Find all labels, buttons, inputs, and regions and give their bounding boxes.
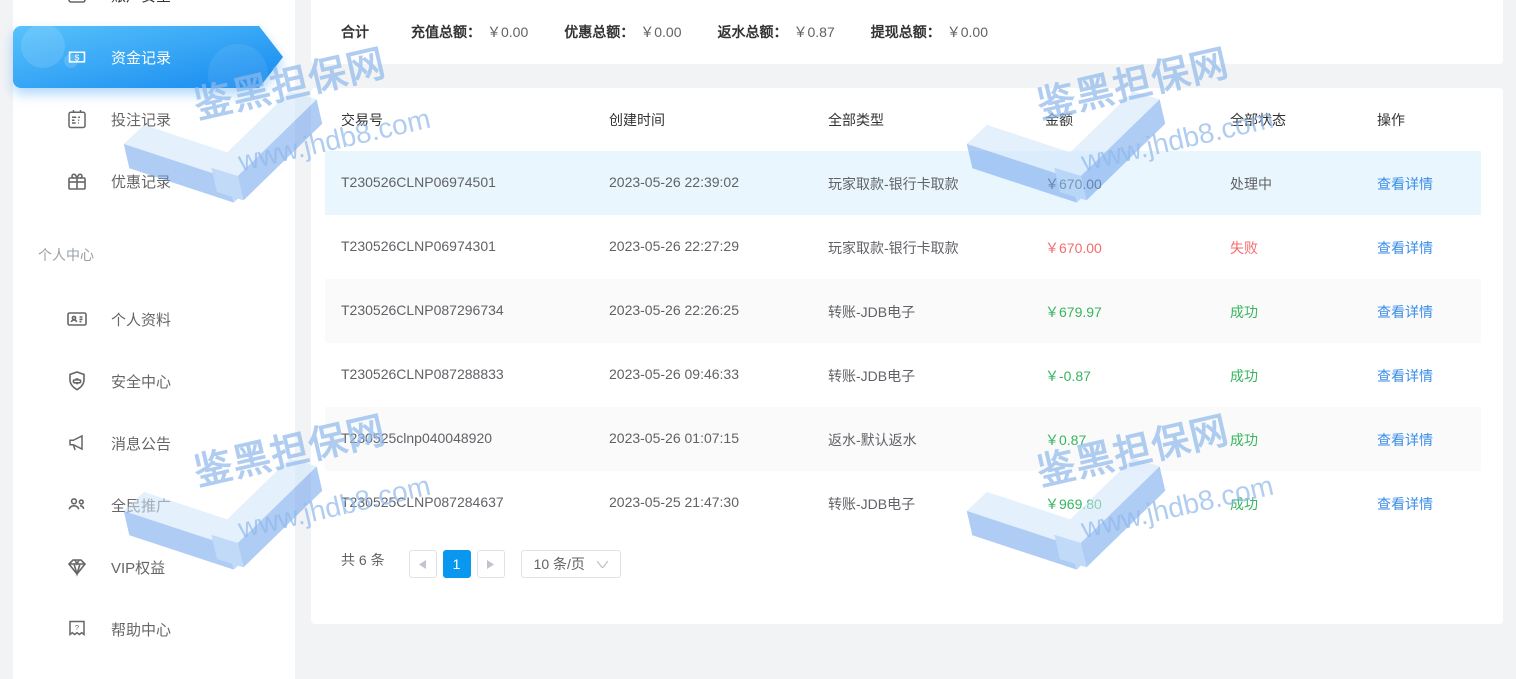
- svg-text:$: $: [75, 53, 80, 63]
- svg-text:?: ?: [75, 623, 79, 632]
